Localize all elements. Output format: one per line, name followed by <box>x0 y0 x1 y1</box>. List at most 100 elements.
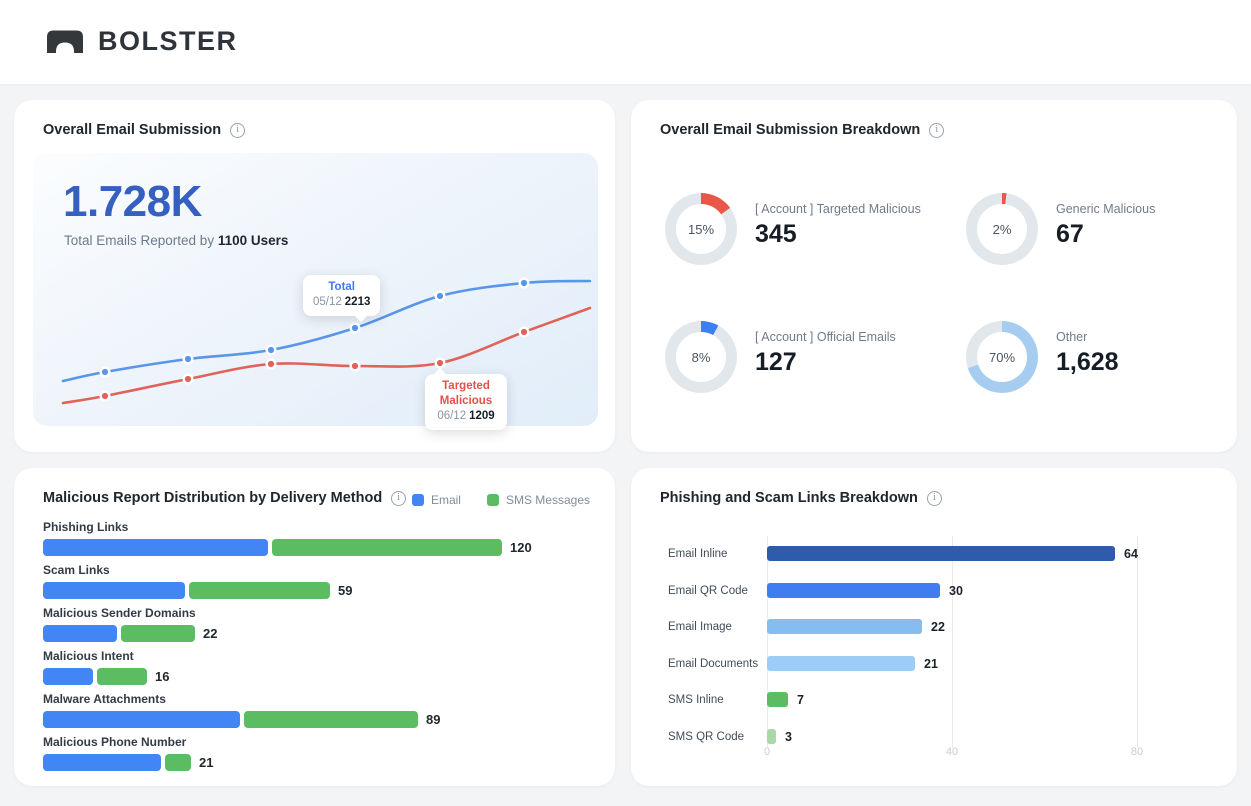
donut-stat-label: Other <box>1056 330 1088 344</box>
data-point[interactable] <box>349 322 361 334</box>
legend-swatch <box>411 494 424 506</box>
data-point[interactable] <box>99 390 111 402</box>
donut-stat-value: 345 <box>755 220 797 248</box>
overall-email-submission-card: Overall Email Submission 1.728K Total Em… <box>14 100 615 452</box>
bar-email-inline[interactable] <box>767 546 1115 561</box>
donut-stat-value: 67 <box>1056 220 1084 248</box>
sms-bar-segment[interactable] <box>165 754 191 771</box>
tooltip-series-label: Total <box>328 281 355 293</box>
data-point[interactable] <box>265 344 277 356</box>
category-label: Malicious Intent <box>43 649 134 663</box>
donut-stat: 70% Other 1,628 <box>966 321 1119 393</box>
donut-stat-value: 1,628 <box>1056 348 1119 376</box>
donut-chart[interactable]: 15% <box>665 193 737 265</box>
sms-bar-segment[interactable] <box>244 711 418 728</box>
tooltip-value: 1209 <box>469 409 495 422</box>
donut-chart[interactable]: 70% <box>966 321 1038 393</box>
info-icon[interactable] <box>230 122 246 138</box>
donut-percent-label: 8% <box>676 332 726 382</box>
category-label: Malware Attachments <box>43 692 166 706</box>
line-series-total <box>61 279 592 383</box>
tooltip-date: 05/12 <box>313 295 342 308</box>
email-bar-segment[interactable] <box>43 582 185 599</box>
data-point[interactable] <box>99 366 111 378</box>
bar-total-value: 21 <box>199 755 214 770</box>
line-chart-panel: 1.728K Total Emails Reported by 1100 Use… <box>33 153 598 430</box>
bar-total-value: 16 <box>155 669 170 684</box>
phishing-scam-breakdown-card: Phishing and Scam Links Breakdown 0 40 80 E… <box>631 468 1237 786</box>
sms-bar-segment[interactable] <box>189 582 330 599</box>
email-bar-segment[interactable] <box>43 711 240 728</box>
sms-bar-segment[interactable] <box>272 539 502 556</box>
chart-legend: Email SMS Messages <box>411 493 590 507</box>
brand-logo[interactable]: BOLSTER <box>45 26 238 57</box>
bar-value: 30 <box>949 584 963 598</box>
tooltip-value: 2213 <box>344 295 371 308</box>
donut-stat-label: Generic Malicious <box>1056 202 1156 216</box>
data-point[interactable] <box>434 290 446 302</box>
data-point[interactable] <box>518 277 530 289</box>
donut-chart[interactable]: 2% <box>966 193 1038 265</box>
info-icon[interactable] <box>391 490 407 506</box>
category-label: Email Inline <box>668 548 728 560</box>
x-axis-tick: 80 <box>1130 746 1144 758</box>
email-submission-breakdown-card: Overall Email Submission Breakdown 15% [ … <box>631 100 1237 452</box>
legend-label: Email <box>430 493 461 507</box>
bar-sms-qr-code[interactable] <box>767 729 776 744</box>
kpi-caption: Total Emails Reported by 1100 Users <box>64 233 288 248</box>
kpi-caption-users: 1100 Users <box>217 233 289 248</box>
bar-value: 3 <box>785 730 792 744</box>
data-point[interactable] <box>182 353 194 365</box>
bar-value: 7 <box>797 693 804 707</box>
donut-stat: 2% Generic Malicious 67 <box>966 193 1155 265</box>
donut-stat: 15% [ Account ] Targeted Malicious 345 <box>665 193 921 265</box>
stacked-bar-row: Malicious Intent 16 <box>43 649 590 685</box>
delivery-method-distribution-card: Malicious Report Distribution by Deliver… <box>14 468 615 786</box>
bar-value: 22 <box>931 620 945 634</box>
donut-stat-label: [ Account ] Targeted Malicious <box>755 202 921 216</box>
category-label: Malicious Phone Number <box>43 735 187 749</box>
category-label: Scam Links <box>43 563 110 577</box>
line-chart <box>61 277 592 405</box>
total-emails-kpi: 1.728K <box>63 177 202 226</box>
legend-item-sms-messages[interactable]: SMS Messages <box>486 493 590 507</box>
data-point[interactable] <box>349 360 361 372</box>
data-point[interactable] <box>434 357 446 369</box>
bar-email-qr-code[interactable] <box>767 583 940 598</box>
app-header: BOLSTER <box>0 0 1251 84</box>
data-point[interactable] <box>518 326 530 338</box>
gridline <box>767 536 768 748</box>
stacked-bar-row: Malicious Phone Number 21 <box>43 735 590 771</box>
bar-total-value: 59 <box>338 583 353 598</box>
bar-total-value: 120 <box>510 540 532 555</box>
sms-bar-segment[interactable] <box>97 668 147 685</box>
kpi-caption-text: Total Emails Reported by <box>64 233 215 248</box>
data-point[interactable] <box>265 358 277 370</box>
donut-percent-label: 2% <box>977 204 1027 254</box>
bar-value: 64 <box>1124 547 1138 561</box>
email-bar-segment[interactable] <box>43 539 268 556</box>
data-point[interactable] <box>182 373 194 385</box>
bar-value: 21 <box>924 657 938 671</box>
category-label: SMS Inline <box>668 694 724 706</box>
donut-percent-label: 15% <box>676 204 726 254</box>
category-label: Email QR Code <box>668 585 748 597</box>
email-bar-segment[interactable] <box>43 754 161 771</box>
email-bar-segment[interactable] <box>43 668 93 685</box>
info-icon[interactable] <box>926 490 942 506</box>
bar-chart-plot: 0 40 80 Email Inline 64 Email QR Code 30 Email … <box>631 468 1237 786</box>
bar-sms-inline[interactable] <box>767 692 788 707</box>
sms-bar-segment[interactable] <box>121 625 195 642</box>
email-bar-segment[interactable] <box>43 625 117 642</box>
bar-total-value: 22 <box>203 626 218 641</box>
category-label: SMS QR Code <box>668 731 745 743</box>
bar-email-image[interactable] <box>767 619 922 634</box>
bolster-logo-icon <box>47 30 83 53</box>
legend-item-email[interactable]: Email <box>411 493 461 507</box>
info-icon[interactable] <box>929 122 945 138</box>
bar-email-documents[interactable] <box>767 656 915 671</box>
brand-name: BOLSTER <box>98 26 238 56</box>
donut-chart[interactable]: 8% <box>665 321 737 393</box>
legend-label: SMS Messages <box>505 493 590 507</box>
